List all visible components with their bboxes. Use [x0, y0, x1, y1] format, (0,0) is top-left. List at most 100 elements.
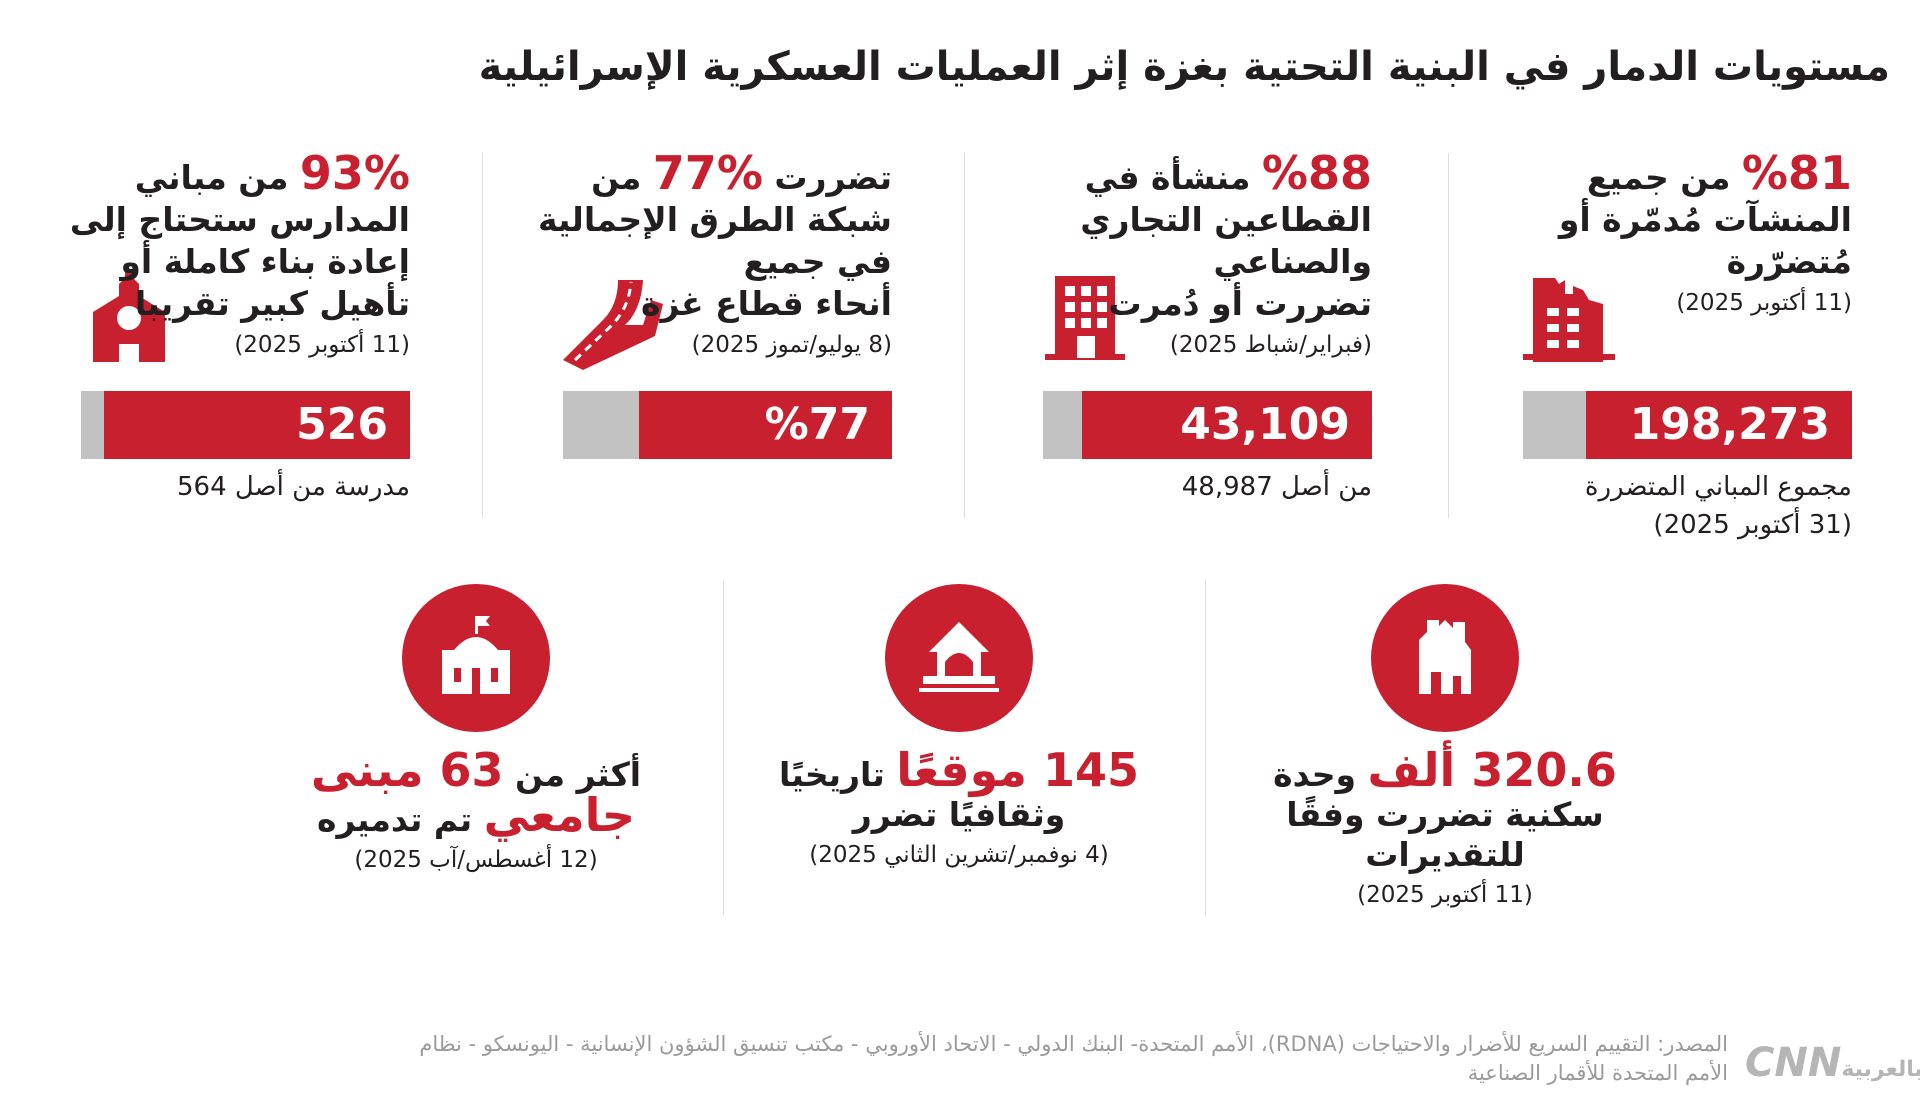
bar-track: %77 [563, 391, 892, 459]
icon [81, 270, 177, 370]
highlight: 145 موقعًا تاريخيًا وثقافيًا تضرر (4 نوفمب… [739, 747, 1179, 875]
text-line: 320.6 ألف وحدة [1225, 747, 1665, 795]
logo: بالعربيةCNN [1745, 1040, 1920, 1086]
text-segment: ألف [1367, 743, 1472, 797]
text-segment: للتقديرات [1365, 835, 1525, 874]
text-segment: 93% [299, 146, 410, 200]
text-segment: تم تدميره [316, 800, 484, 839]
text-segment: %77 [652, 146, 763, 200]
text-line: للتقديرات [1225, 835, 1665, 875]
divider [482, 153, 483, 518]
bar-track: 198,273 [1523, 391, 1852, 459]
text-segment: مُتضرّرة [1726, 242, 1852, 281]
text-segment: مبنى [310, 743, 440, 797]
icon [563, 270, 663, 374]
text-segment: 145 [1042, 743, 1140, 797]
text-segment: تاريخيًا [778, 755, 897, 794]
text-line: سكنية تضررت وفقًا [1225, 795, 1665, 835]
date: (11 أكتوبر 2025) [1676, 290, 1852, 316]
text-line: %81 من جميع [1559, 150, 1852, 199]
date: (11 أكتوبر 2025) [234, 332, 410, 358]
text-line: %88 منشأة في [1080, 150, 1372, 199]
bar [104, 391, 410, 459]
text-segment: إعادة بناء كاملة أو [120, 242, 410, 281]
bar-label: 43,109 [1180, 399, 1350, 450]
text-line: 93% من مباني [70, 150, 410, 199]
divider [1448, 153, 1449, 518]
bar-label: 526 [296, 399, 388, 450]
icon [1523, 270, 1615, 366]
text-segment: %88 [1261, 146, 1372, 200]
text-segment: موقعًا [896, 743, 1043, 797]
divider [964, 153, 965, 518]
text-segment: من جميع [1586, 158, 1742, 197]
icon [402, 584, 550, 732]
text-segment: تضررت أو دُمرت [1108, 284, 1372, 323]
text-line: تأهيل كبير تقريبا [70, 283, 410, 325]
logo-suffix: بالعربية [1841, 1057, 1920, 1082]
text-segment: القطاعين التجاري [1080, 200, 1372, 239]
text-line: شبكة الطرق الإجمالية [538, 199, 892, 241]
bar [638, 391, 892, 459]
text-segment: من [591, 158, 653, 197]
text-segment: في جميع [743, 242, 892, 281]
stat-text: %88 منشأة في القطاعين التجاري والصناعي تضرر… [1080, 150, 1372, 365]
text-segment: 63 [439, 743, 504, 797]
text-segment: منشأة في [1084, 158, 1262, 197]
text-line: المنشآت مُدمّرة أو [1559, 199, 1852, 241]
notes: مجموع المباني المتضررة (31 أكتوبر 2025) [1585, 468, 1852, 544]
bar-label: 198,273 [1629, 399, 1830, 450]
text-line: أنحاء قطاع غزة [538, 283, 892, 325]
text-segment: المنشآت مُدمّرة أو [1558, 200, 1852, 239]
text-segment: والصناعي [1213, 242, 1372, 281]
text-segment: شبكة الطرق الإجمالية [537, 200, 892, 239]
date: (11 أكتوبر 2025) [1357, 882, 1533, 908]
text-segment: من مباني [134, 158, 300, 197]
text-line: إعادة بناء كاملة أو [70, 241, 410, 283]
source-line: المصدر: التقييم السريع للأضرار والاحتياج… [419, 1032, 1728, 1056]
text-segment: أنحاء قطاع غزة [641, 284, 892, 323]
text-line: في جميع [538, 241, 892, 283]
note: مجموع المباني المتضررة [1584, 472, 1852, 502]
text-segment: سكنية تضررت وفقًا [1286, 795, 1604, 834]
highlight: 320.6 ألف وحدة سكنية تضررت وفقًا للتقديرات… [1225, 747, 1665, 915]
note: من أصل 48,987 [1181, 472, 1372, 502]
text-segment: وحدة [1273, 755, 1368, 794]
text-line: وثقافيًا تضرر [739, 795, 1179, 835]
text-line: المدارس ستحتاج إلى [70, 199, 410, 241]
date: (فبراير/شباط 2025) [1169, 332, 1372, 358]
text-segment: وثقافيًا تضرر [852, 795, 1066, 834]
text-segment: 320.6 [1471, 743, 1617, 797]
text-line: أكثر من 63 مبنى [256, 747, 696, 795]
text-line: والصناعي [1080, 241, 1372, 283]
stat-text: %81 من جميع المنشآت مُدمّرة أو مُتضرّرة (11… [1559, 150, 1852, 323]
date: (12 أغسطس/آب 2025) [354, 847, 598, 873]
icon [1043, 270, 1135, 366]
icon [1371, 584, 1519, 732]
text-segment: جامعي [483, 788, 636, 842]
text-segment: %81 [1741, 146, 1852, 200]
note: مدرسة من أصل 564 [177, 472, 410, 502]
stat-text: تضررت %77 من شبكة الطرق الإجمالية في جميع أ… [538, 150, 892, 365]
bar [1082, 391, 1372, 459]
text-line: القطاعين التجاري [1080, 199, 1372, 241]
source: المصدر: التقييم السريع للأضرار والاحتياج… [419, 1030, 1728, 1088]
divider [723, 580, 724, 915]
text-line: جامعي تم تدميره [256, 792, 696, 840]
bar [1585, 391, 1852, 459]
text-line: مُتضرّرة [1559, 241, 1852, 283]
text-line: تضررت %77 من [538, 150, 892, 199]
text-segment: أكثر من [503, 755, 642, 794]
note: (31 أكتوبر 2025) [1653, 510, 1852, 540]
highlight: أكثر من 63 مبنى جامعي تم تدميره (12 أغسطس/… [256, 747, 696, 880]
source-line: الأمم المتحدة للأقمار الصناعية [1467, 1061, 1728, 1085]
date: (4 نوفمبر/تشرين الثاني 2025) [809, 842, 1109, 868]
stat-text: 93% من مباني المدارس ستحتاج إلى إعادة بناء… [70, 150, 410, 365]
text-segment: تأهيل كبير تقريبا [134, 284, 410, 323]
text-segment: المدارس ستحتاج إلى [69, 200, 410, 239]
divider [1205, 580, 1206, 915]
date: (8 يوليو/تموز 2025) [691, 332, 892, 358]
text-segment: تضررت [762, 158, 892, 197]
notes: من أصل 48,987 [1182, 468, 1372, 506]
